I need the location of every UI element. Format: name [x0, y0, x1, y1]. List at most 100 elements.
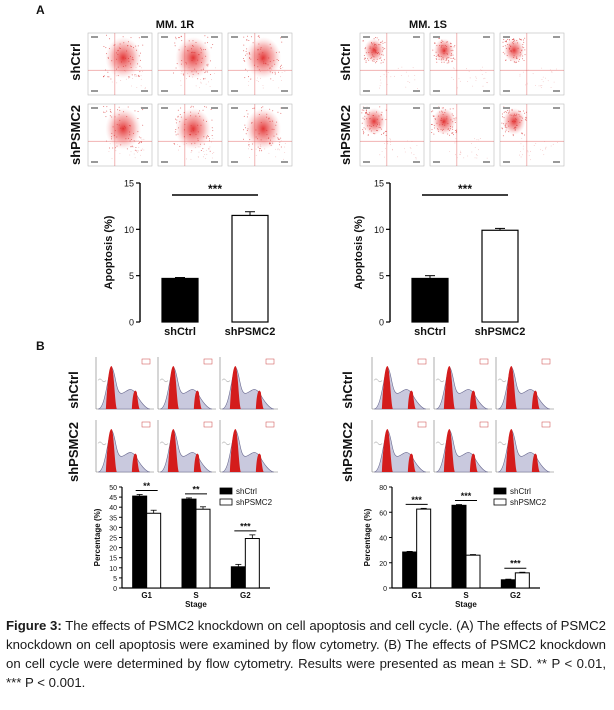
dotplot-event: [119, 109, 121, 111]
dotplot-event: [191, 51, 193, 53]
dotplot-event: [192, 73, 194, 75]
dotplot-event: [455, 129, 457, 131]
dotplot-event: [199, 110, 201, 112]
dotplot-event: [407, 81, 409, 82]
dotplot-event: [194, 52, 196, 54]
dotplot-quadrant-label: [363, 161, 370, 163]
dotplot-event: [379, 87, 380, 89]
dotplot-event: [510, 59, 512, 61]
histogram-g2-peak: [531, 453, 540, 472]
dotplot-event: [508, 109, 510, 111]
dotplot-event: [123, 42, 125, 44]
significance-label: ***: [411, 495, 422, 505]
dotplot-event: [365, 113, 367, 115]
dotplot-event: [505, 123, 507, 125]
dotplot-event: [362, 129, 364, 131]
dotplot-event: [204, 106, 206, 108]
histogram-envelope: [159, 429, 213, 473]
dotplot-quadrant-label: [553, 90, 560, 92]
dotplot-event: [379, 124, 381, 126]
dotplot-event: [449, 125, 451, 127]
dotplot-event: [108, 147, 110, 149]
dotplot-event: [247, 148, 249, 150]
dotplot-image: [499, 103, 565, 167]
dotplot-event: [280, 112, 282, 114]
dotplot-event: [259, 150, 261, 152]
dotplot-event: [521, 117, 523, 119]
dotplot-event: [111, 60, 113, 62]
dotplot-event: [519, 115, 521, 117]
dotplot-event: [274, 71, 276, 73]
dotplot-event: [195, 71, 197, 73]
dotplot-event: [197, 78, 199, 80]
dotplot-event: [375, 129, 377, 131]
dotplot-event: [115, 68, 117, 70]
dotplot-event: [208, 140, 210, 142]
dotplot-image: [359, 103, 425, 167]
dotplot-event: [524, 37, 526, 39]
dotplot-cluster: [245, 36, 282, 79]
x-category-label: shPSMC2: [475, 326, 526, 338]
dotplot-event: [516, 56, 518, 58]
dotplot-event: [215, 67, 216, 69]
dotplot-event: [376, 122, 378, 124]
dotplot-event: [116, 82, 118, 84]
dotplot-event: [138, 75, 140, 77]
dotplot-quadrant-label: [503, 161, 510, 163]
dotplot-event: [540, 87, 542, 89]
dotplot-event: [514, 115, 516, 117]
bar-s-shpsmc2: [465, 554, 481, 589]
dotplot-event: [181, 60, 183, 62]
dotplot-event: [515, 118, 517, 120]
dotplot-event: [451, 60, 453, 62]
dotplot-event: [436, 61, 438, 63]
dotplot-event: [260, 48, 262, 50]
dotplot-event: [389, 141, 391, 143]
dotplot-event: [114, 116, 116, 118]
dotplot-grid-mm1r: [87, 32, 293, 167]
histogram-legend-box: [417, 421, 427, 428]
dotplot-event: [363, 109, 365, 111]
dotplot-quadrant-label: [211, 107, 218, 109]
x-category-label: G2: [510, 591, 521, 600]
dotplot-event: [374, 52, 376, 54]
dotplot-event: [369, 47, 371, 49]
dotplot-event: [448, 62, 450, 64]
dotplot-event: [136, 87, 138, 89]
dotplot-event: [191, 143, 193, 145]
dotplot-event: [211, 157, 213, 159]
dotplot-event: [144, 87, 146, 89]
dotplot-event: [385, 130, 387, 132]
dotplot-event: [519, 55, 521, 57]
histogram-envelope: [159, 366, 213, 410]
dotplot-event: [137, 139, 139, 141]
y-axis-label: Percentage (%): [363, 508, 372, 566]
dotplot-event: [110, 136, 112, 138]
y-axis-label: Apoptosis (%): [103, 215, 115, 289]
dotplot-event: [453, 46, 455, 48]
dotplot-event: [252, 42, 254, 44]
dotplot-event: [280, 76, 282, 78]
histogram-legend-box: [479, 421, 489, 428]
dotplot-event: [207, 71, 209, 73]
y-tick-label: 40: [379, 536, 387, 543]
dotplot-event: [180, 84, 182, 86]
dotplot-event: [144, 88, 146, 90]
dotplot-event: [244, 124, 246, 126]
dotplot-event: [245, 50, 247, 52]
dotplot-event: [438, 55, 440, 57]
dotplot-event: [269, 67, 271, 69]
dotplot-event: [383, 132, 385, 134]
dotplot-event: [119, 43, 121, 45]
dotplot-event: [404, 148, 405, 150]
dotplot-event: [381, 128, 383, 130]
dotplot-event: [363, 54, 365, 56]
dotplot-event: [267, 137, 269, 139]
dotplot-event: [431, 111, 433, 113]
dotplot-event: [136, 75, 137, 77]
dotplot-event: [205, 49, 207, 51]
dotplot-event: [532, 73, 534, 75]
dotplot-event: [197, 131, 199, 133]
dotplot-event: [131, 145, 133, 147]
dotplot-event: [258, 69, 260, 71]
